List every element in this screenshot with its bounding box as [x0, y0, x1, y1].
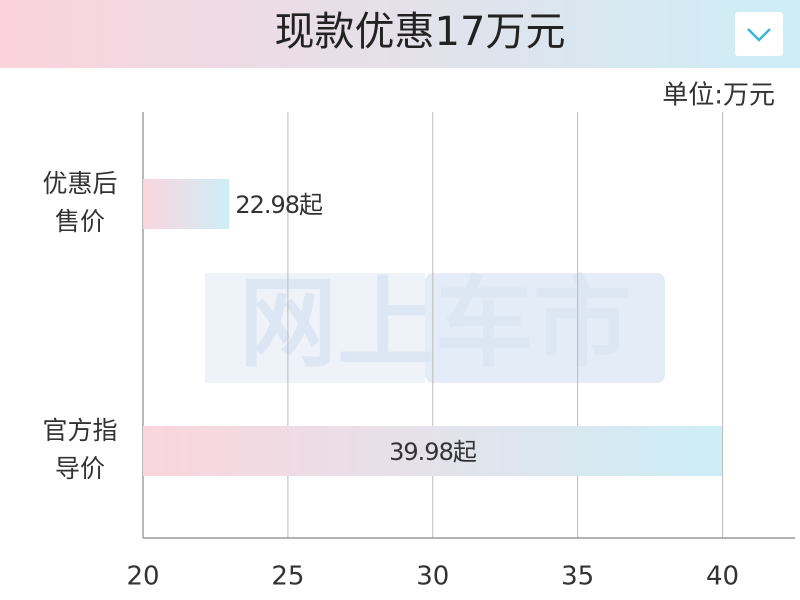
value-label: 22.98起 — [235, 191, 323, 219]
dropdown-button[interactable] — [735, 12, 783, 56]
y-tick-label: 导价 — [55, 454, 105, 483]
button-bg[interactable] — [735, 12, 783, 56]
y-tick-label: 售价 — [55, 207, 105, 236]
watermark-bg — [425, 273, 665, 383]
value-label: 39.98起 — [389, 438, 477, 466]
title-band — [0, 0, 800, 68]
bar — [143, 179, 230, 229]
x-tick-label: 30 — [416, 562, 449, 592]
x-tick-label: 20 — [126, 562, 159, 592]
y-tick-label: 优惠后 — [42, 169, 117, 198]
x-tick-label: 35 — [561, 562, 594, 592]
watermark: 网上车市 — [239, 267, 631, 381]
watermark-bg — [205, 273, 425, 383]
chart-title: 现款优惠17万元 — [275, 9, 566, 55]
watermark-group: 网上车市 — [205, 267, 665, 383]
x-tick-label: 25 — [271, 562, 304, 592]
y-tick-label: 官方指 — [42, 416, 117, 445]
unit-label: 单位:万元 — [662, 81, 775, 111]
bar — [143, 426, 722, 476]
chevron-icon[interactable] — [747, 28, 771, 42]
x-tick-label: 40 — [706, 562, 739, 592]
